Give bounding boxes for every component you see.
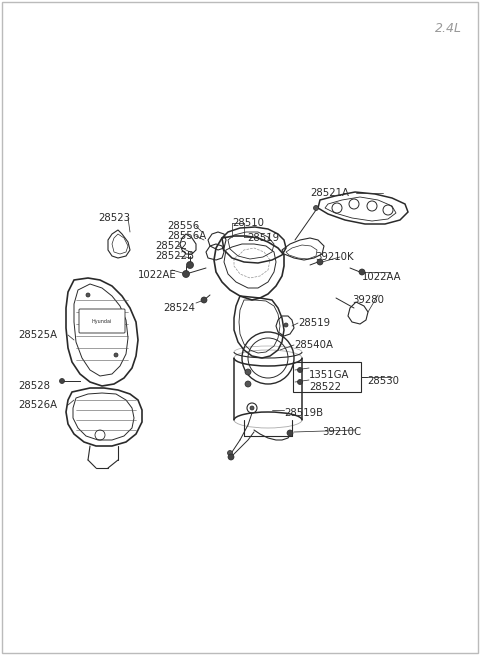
Text: 28522B: 28522B: [155, 251, 194, 261]
Circle shape: [60, 379, 64, 383]
Text: 28556A: 28556A: [167, 231, 206, 241]
Bar: [293, 362, 361, 392]
Circle shape: [284, 323, 288, 327]
Text: 28556: 28556: [167, 221, 199, 231]
Text: 28540A: 28540A: [294, 340, 333, 350]
Text: 28526A: 28526A: [18, 400, 57, 410]
Text: 39210C: 39210C: [322, 427, 361, 437]
Circle shape: [359, 269, 365, 275]
Circle shape: [245, 369, 251, 375]
Text: 28524: 28524: [163, 303, 195, 313]
Circle shape: [317, 259, 323, 265]
Text: 28528: 28528: [18, 381, 50, 391]
Circle shape: [114, 353, 118, 357]
Text: 28530: 28530: [367, 376, 399, 386]
Text: 39210K: 39210K: [315, 252, 354, 262]
Circle shape: [182, 271, 190, 278]
Text: 1351GA: 1351GA: [309, 370, 349, 380]
Text: 28519B: 28519B: [284, 408, 323, 418]
Text: 2.4L: 2.4L: [435, 22, 462, 35]
Circle shape: [187, 261, 193, 269]
Text: 28525A: 28525A: [18, 330, 57, 340]
Text: 28510: 28510: [232, 218, 264, 228]
FancyBboxPatch shape: [79, 309, 125, 333]
Circle shape: [228, 451, 232, 455]
Circle shape: [201, 297, 207, 303]
Text: 28523: 28523: [98, 213, 130, 223]
Circle shape: [86, 293, 90, 297]
Text: Hyundai: Hyundai: [92, 318, 112, 324]
Text: 28521A: 28521A: [310, 188, 349, 198]
Text: 28522: 28522: [155, 241, 187, 251]
Text: 28519: 28519: [298, 318, 330, 328]
Circle shape: [298, 367, 302, 373]
Circle shape: [313, 206, 319, 210]
Text: 1022AA: 1022AA: [362, 272, 401, 282]
Circle shape: [228, 454, 234, 460]
Circle shape: [298, 379, 302, 384]
Text: 28519: 28519: [247, 233, 279, 243]
Text: 39280: 39280: [352, 295, 384, 305]
Circle shape: [287, 430, 293, 436]
Text: 28522: 28522: [309, 382, 341, 392]
Circle shape: [250, 406, 254, 410]
Circle shape: [245, 381, 251, 387]
Text: 1022AE: 1022AE: [138, 270, 177, 280]
